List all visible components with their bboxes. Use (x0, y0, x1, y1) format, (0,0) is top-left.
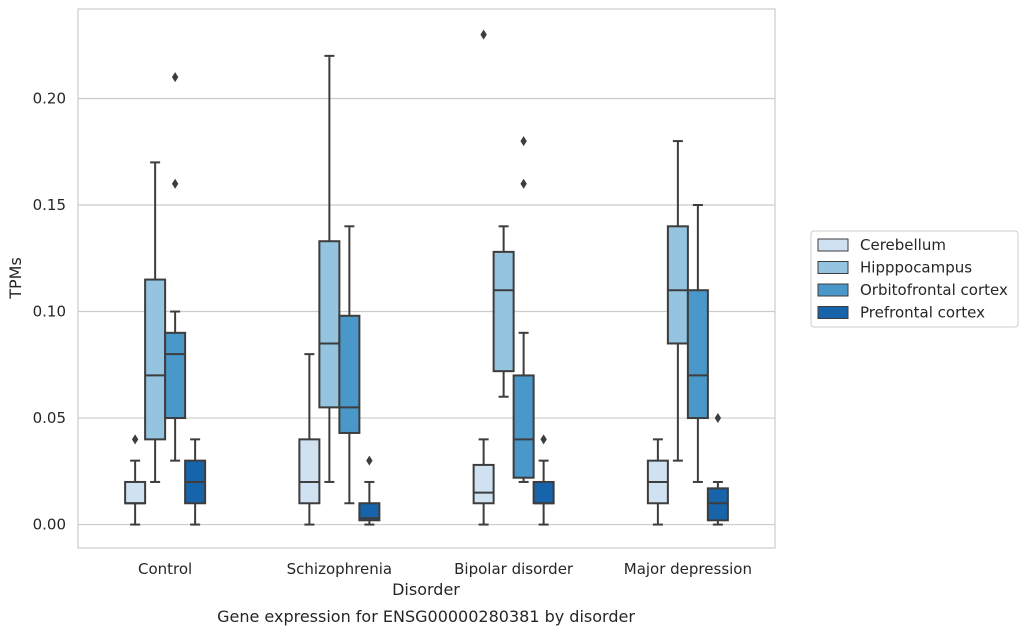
legend-item: Prefrontal cortex (817, 304, 985, 322)
x-tick-label: Control (138, 560, 192, 578)
outlier-point (171, 178, 179, 189)
series-hipppocampus (144, 54, 689, 483)
legend-label: Cerebellum (860, 236, 946, 254)
legend-item: Cerebellum (817, 236, 946, 254)
y-tick-label: 0.20 (33, 89, 66, 107)
y-tick-label: 0.00 (33, 516, 66, 534)
outlier-point (480, 29, 487, 40)
legend-swatch (817, 261, 849, 274)
legend-swatch (817, 306, 849, 319)
outlier-point (540, 434, 547, 445)
box-group (358, 455, 381, 526)
legend-frame (810, 230, 1019, 328)
legend-label: Hipppocampus (860, 259, 972, 277)
legend-item: Hipppocampus (817, 259, 972, 277)
outlier-point (520, 136, 527, 147)
box-group (144, 161, 167, 483)
box-group (318, 54, 341, 483)
y-axis-ticks: 0.00 0.05 0.10 0.15 0.20 (33, 89, 66, 533)
outlier-point (366, 455, 373, 466)
iqr-box (472, 463, 495, 505)
iqr-box (532, 480, 555, 505)
x-axis-ticks: Control Schizophrenia Bipolar disorder Majo… (138, 560, 752, 578)
box-group (706, 413, 729, 526)
legend: Cerebellum Hipppocampus Orbitofrontal cort… (810, 230, 1019, 328)
series-orbitofrontal-cortex (164, 72, 709, 505)
iqr-box (318, 240, 341, 409)
x-tick-label: Major depression (624, 560, 752, 578)
iqr-box (666, 225, 689, 345)
box-series (124, 29, 729, 526)
box-group (532, 434, 555, 526)
box-group (184, 438, 207, 526)
box-group (492, 225, 515, 398)
box-group (124, 434, 147, 526)
box-group (666, 140, 689, 462)
y-tick-label: 0.05 (33, 409, 66, 427)
legend-swatch (817, 238, 849, 252)
series-prefrontal-cortex (184, 413, 729, 526)
box-group (298, 353, 321, 526)
iqr-box (706, 487, 729, 522)
iqr-box (164, 331, 187, 420)
box-group (338, 225, 361, 505)
iqr-box (358, 502, 381, 522)
series-cerebellum (124, 29, 669, 526)
outlier-point (520, 178, 527, 189)
iqr-box (144, 278, 167, 441)
iqr-box (686, 289, 709, 420)
y-axis-label: TPMs (6, 257, 25, 300)
legend-swatch (817, 283, 849, 297)
outlier-point (714, 413, 722, 424)
iqr-box (298, 438, 321, 505)
x-axis-label: Disorder (392, 580, 460, 599)
legend-label: Orbitofrontal cortex (860, 281, 1008, 299)
box-group (512, 136, 535, 483)
legend-label: Prefrontal cortex (860, 304, 985, 322)
iqr-box (124, 480, 147, 505)
outlier-point (171, 72, 179, 83)
iqr-box (512, 374, 535, 479)
iqr-box (338, 314, 361, 434)
iqr-box (492, 250, 515, 373)
plot-area-frame (77, 8, 776, 549)
legend-item: Orbitofrontal cortex (817, 281, 1008, 299)
box-group (472, 29, 495, 526)
y-tick-label: 0.10 (33, 303, 66, 321)
box-group (646, 438, 669, 526)
box-group (686, 204, 709, 483)
x-tick-label: Schizophrenia (287, 560, 392, 578)
chart-title: Gene expression for ENSG00000280381 by d… (217, 607, 635, 626)
outlier-point (131, 434, 139, 445)
box-group (164, 72, 187, 462)
x-tick-label: Bipolar disorder (454, 560, 574, 578)
y-tick-label: 0.15 (33, 196, 66, 214)
